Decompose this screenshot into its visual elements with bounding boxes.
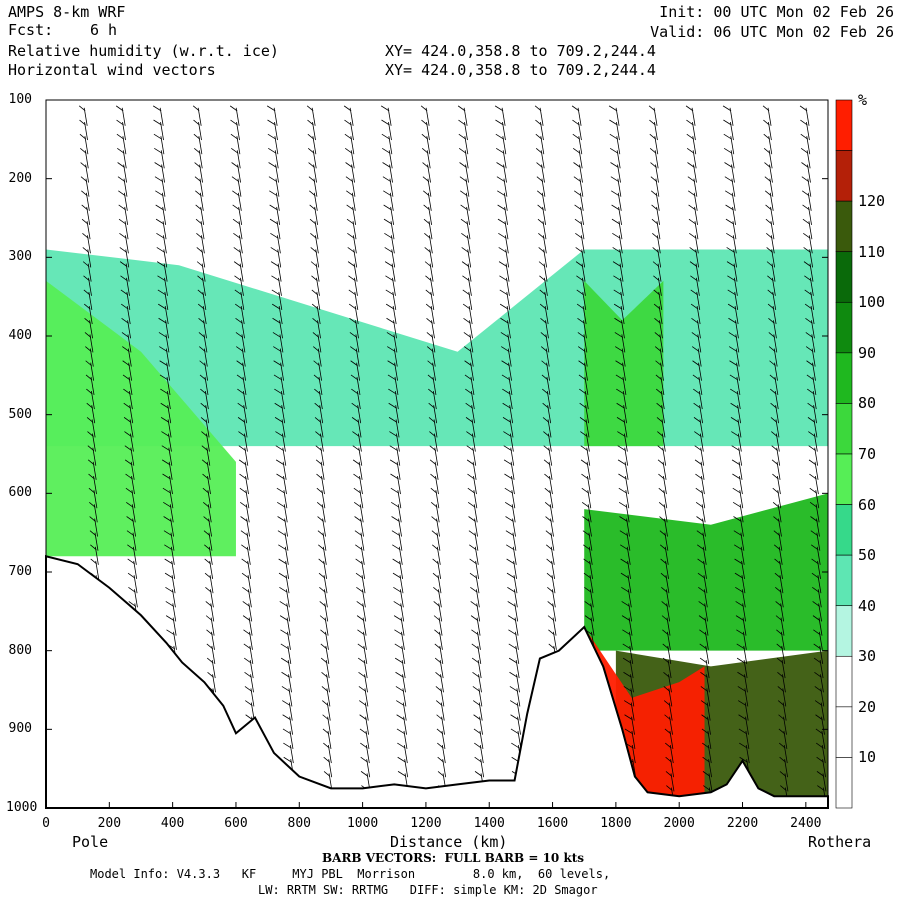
xy-cross-section-2: XY= 424.0,358.8 to 709.2,244.4: [385, 61, 656, 79]
y-tick-label-7: 800: [8, 642, 32, 658]
barb-column-8: [380, 105, 409, 808]
barb-column-5: [266, 105, 295, 808]
rh-shading: [46, 249, 828, 808]
init-time: Init: 00 UTC Mon 02 Feb 26: [659, 3, 894, 21]
x-tick-label-7: 1400: [473, 816, 505, 831]
x-tick-label-3: 600: [224, 816, 248, 831]
x-tick-label-4: 800: [287, 816, 312, 831]
colorbar-cell-2: [835, 200, 853, 253]
x-tick-label-5: 1000: [346, 816, 379, 831]
forecast-value: 6 h: [90, 21, 118, 39]
colorbar-cell-7: [835, 453, 853, 505]
colorbar-label-4: 50: [858, 546, 877, 565]
field-name-rh: Relative humidity (w.r.t. ice): [8, 42, 279, 60]
x-end-label-right: Rothera: [808, 833, 872, 851]
plot-frame: [45, 99, 829, 809]
x-end-label-left: Pole: [72, 833, 109, 851]
y-tick-label-1: 200: [8, 170, 32, 186]
header-title: AMPS 8-km WRF: [8, 3, 126, 21]
colorbar-label-1: 20: [858, 697, 877, 716]
colorbar-cell-10: [835, 605, 853, 657]
colorbar-label-11: 120: [858, 192, 886, 211]
axes: [45, 99, 828, 809]
x-tick-label-1: 200: [97, 816, 122, 831]
colorbar-cell-3: [835, 251, 853, 303]
colorbar-cell-9: [835, 554, 853, 607]
y-tick-label-3: 400: [8, 328, 32, 343]
colorbar-cell-8: [835, 504, 853, 556]
colorbar-cell-12: [835, 706, 853, 758]
y-tick-label-8: 900: [8, 721, 32, 737]
colorbar-cell-11: [835, 655, 853, 708]
barb-column-4: [229, 105, 257, 808]
colorbar-label-0: 10: [858, 748, 877, 767]
barb-column-19: [799, 105, 827, 808]
x-tick-label-12: 2400: [790, 816, 822, 831]
y-tick-label-0: 100: [8, 92, 32, 107]
terrain-mask: [45, 554, 829, 809]
colorbar-cell-13: [835, 757, 853, 809]
model-info-line1: Model Info: V4.3.3 KF MYJ PBL Morrison 8…: [90, 867, 611, 881]
colorbar-cell-1: [835, 150, 853, 202]
colorbar-label-8: 90: [858, 343, 877, 362]
colorbar-cell-4: [835, 301, 853, 354]
x-tick-label-11: 2200: [726, 816, 759, 831]
y-tick-label-6: 700: [8, 564, 32, 579]
y-tick-label-2: 300: [8, 249, 32, 265]
rh-region-2: [584, 280, 664, 447]
rh-region-1: [46, 280, 236, 557]
colorbar-cell-0: [835, 99, 853, 151]
colorbar-label-10: 110: [858, 242, 886, 261]
barb-column-17: [722, 105, 751, 808]
valid-time: Valid: 06 UTC Mon 02 Feb 26: [650, 23, 894, 41]
colorbar: [835, 99, 853, 809]
colorbar-cell-6: [835, 403, 853, 455]
colorbar-unit: %: [858, 91, 868, 109]
xy-cross-section-1: XY= 424.0,358.8 to 709.2,244.4: [385, 42, 656, 60]
colorbar-label-9: 100: [858, 293, 886, 312]
colorbar-label-6: 70: [858, 445, 877, 463]
x-tick-label-0: 0: [42, 816, 50, 831]
field-name-wind: Horizontal wind vectors: [8, 61, 216, 79]
x-tick-label-10: 2000: [663, 816, 695, 831]
colorbar-cell-5: [835, 352, 853, 404]
barb-legend: BARB VECTORS: FULL BARB = 10 kts: [322, 851, 585, 865]
model-info-line2: LW: RRTM SW: RRTMG DIFF: simple KM: 2D S…: [258, 883, 598, 897]
barb-column-6: [306, 105, 333, 808]
terrain-fill: [45, 554, 829, 809]
colorbar-label-7: 80: [858, 394, 877, 413]
colorbar-label-3: 40: [858, 596, 877, 615]
barb-column-9: [420, 105, 447, 808]
colorbar-label-2: 30: [858, 647, 877, 666]
x-tick-label-9: 1800: [600, 816, 632, 831]
y-tick-label-9: 1000: [6, 800, 38, 815]
barb-column-11: [494, 105, 523, 808]
forecast-label: Fcst:: [8, 21, 54, 39]
x-tick-label-6: 1200: [410, 816, 442, 831]
x-axis-title: Distance (km): [390, 833, 508, 851]
colorbar-label-5: 60: [858, 495, 877, 514]
rh-region-3: [584, 493, 828, 651]
barb-column-16: [685, 105, 713, 808]
y-tick-label-5: 600: [8, 485, 32, 501]
y-tick-label-4: 500: [8, 406, 32, 422]
barb-column-7: [343, 105, 371, 808]
x-tick-label-8: 1600: [536, 816, 569, 831]
x-tick-label-2: 400: [160, 816, 185, 831]
barb-column-10: [457, 105, 485, 808]
